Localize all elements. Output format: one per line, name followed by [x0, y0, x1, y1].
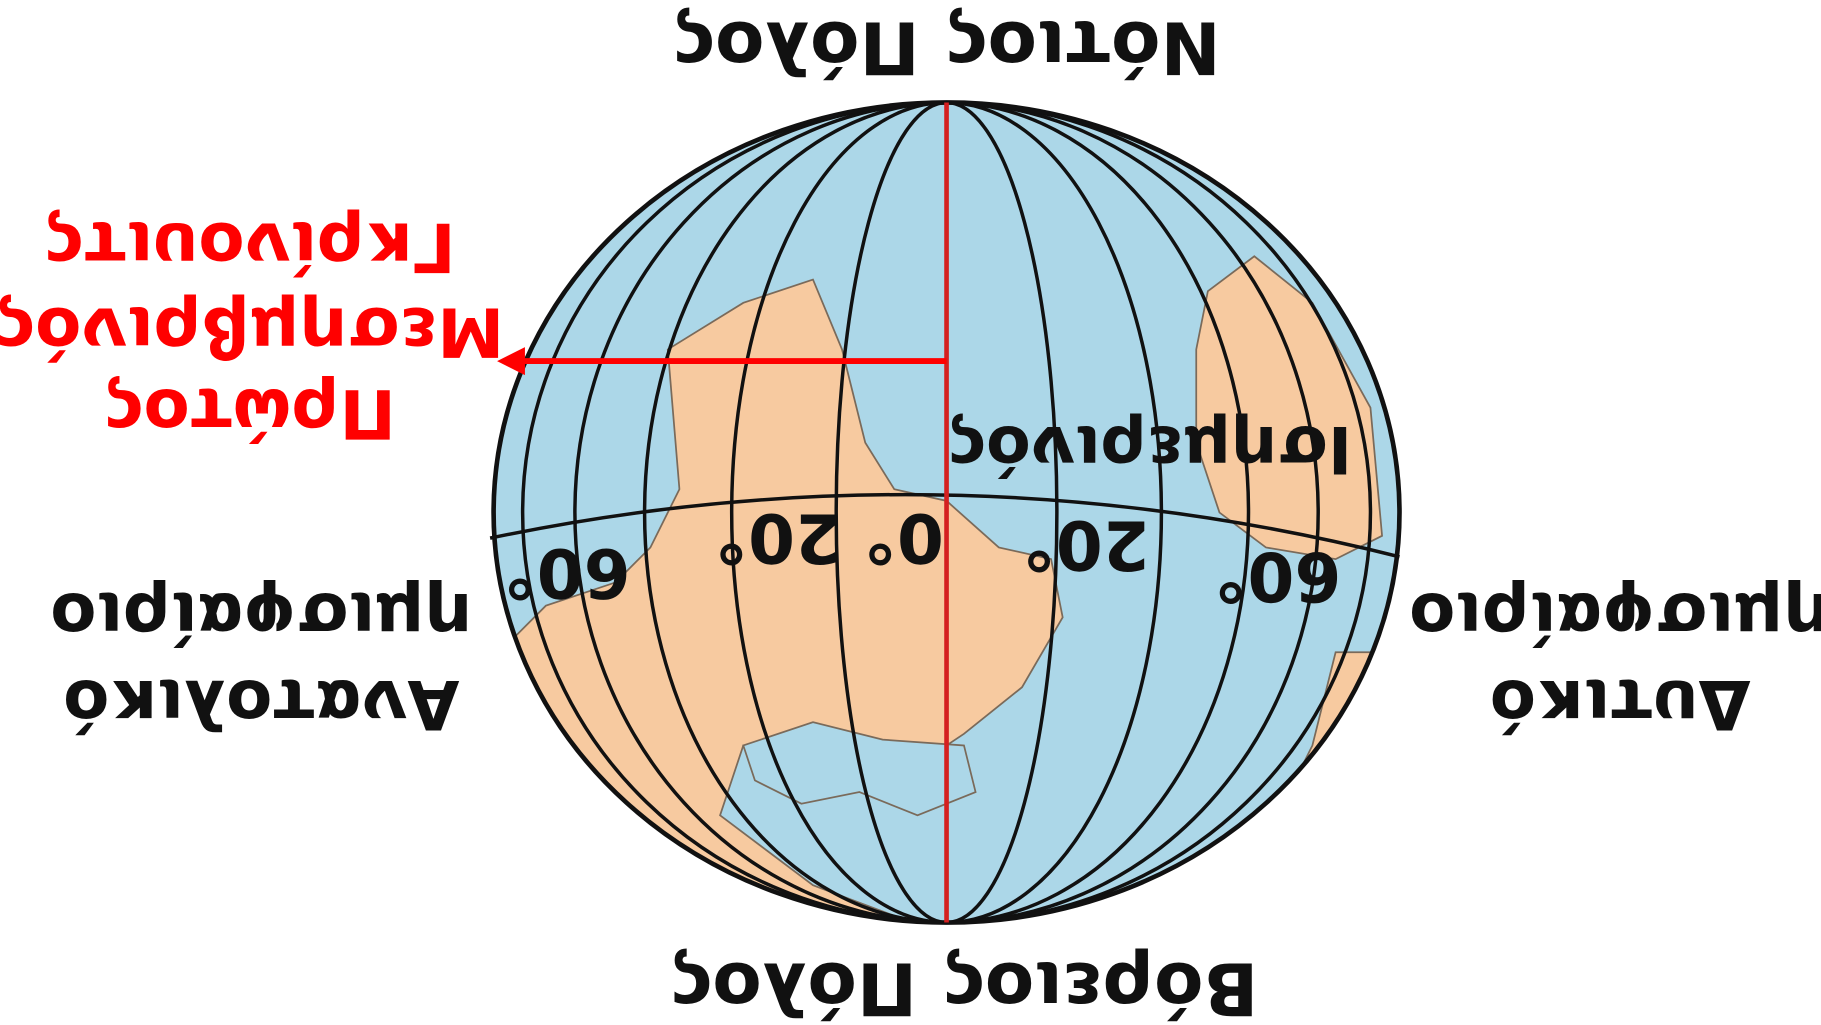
hemisphere-label: Ανατολικό: [63, 665, 459, 744]
meridian-label: Γκρίνουιτς: [44, 207, 456, 286]
arrow-head: [497, 347, 525, 376]
degree-label: 20°: [714, 499, 841, 578]
hemisphere-label: ημισφαίριο: [1409, 578, 1821, 657]
hemisphere-label: ημισφαίριο: [50, 578, 472, 657]
degree-label: 60°: [503, 534, 630, 613]
equator-label: Ισημερινός: [947, 411, 1352, 486]
meridian-label: Μεσημβρινός: [0, 292, 504, 371]
pole-label: Βόρειος Πόλος: [670, 946, 1259, 1025]
meridian: [834, 102, 1059, 923]
hemisphere-label: Δυτικό: [1490, 665, 1751, 744]
degree-label: 20°: [1022, 506, 1149, 585]
pole-label: Νότιος Πόλος: [672, 5, 1220, 89]
meridian: [573, 102, 1320, 923]
degree-label: 0°: [863, 499, 944, 578]
meridian-label: Πρώτος: [104, 374, 396, 453]
meridian: [520, 102, 1373, 923]
diagram-body: Νότιος Πόλος Βόρειος Πόλος ΠρώτοςΜεσημβριν…: [0, 5, 1821, 1025]
degree-label: 60°: [1214, 537, 1341, 616]
